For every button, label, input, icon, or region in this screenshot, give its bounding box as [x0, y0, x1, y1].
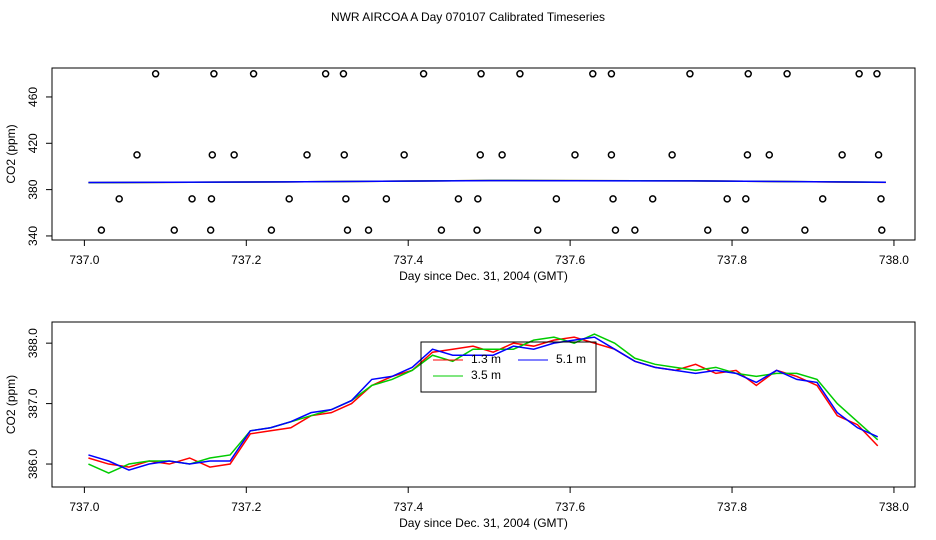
data-point — [342, 195, 350, 203]
data-point — [303, 151, 311, 159]
data-point — [855, 70, 863, 78]
data-point — [364, 226, 373, 234]
data-point — [801, 226, 809, 234]
x-tick-label: 738.0 — [879, 500, 909, 514]
data-line — [88, 336, 879, 471]
data-point — [783, 70, 791, 78]
data-point — [744, 70, 752, 78]
data-point — [838, 151, 846, 159]
data-point — [765, 151, 774, 159]
data-point — [609, 195, 617, 203]
data-point — [115, 195, 123, 203]
data-point — [285, 195, 293, 203]
data-point — [552, 195, 561, 203]
data-point — [668, 151, 676, 159]
x-tick-label: 737.6 — [555, 500, 585, 514]
x-tick-label: 737.8 — [717, 253, 747, 267]
x-tick-label: 737.4 — [393, 500, 423, 514]
page-title: NWR AIRCOA A Day 070107 Calibrated Times… — [331, 10, 605, 24]
data-point — [533, 226, 542, 234]
legend-label: 5.1 m — [556, 352, 586, 366]
data-point — [874, 151, 883, 159]
data-point — [818, 195, 827, 203]
y-tick-label: 380 — [26, 179, 40, 199]
data-point — [607, 70, 616, 78]
x-tick-label: 737.2 — [231, 253, 261, 267]
data-point — [686, 70, 694, 78]
x-axis-label: Day since Dec. 31, 2004 (GMT) — [399, 516, 568, 530]
data-point — [343, 226, 352, 234]
data-point — [607, 151, 616, 159]
data-point — [210, 70, 218, 78]
y-tick-label: 388.0 — [26, 328, 40, 358]
x-tick-label: 737.4 — [393, 253, 423, 267]
data-point — [188, 195, 196, 203]
data-point — [267, 226, 276, 234]
data-point — [454, 195, 463, 203]
y-tick-label: 387.0 — [26, 388, 40, 418]
data-point — [170, 226, 178, 234]
data-point — [741, 226, 749, 234]
data-point — [208, 151, 217, 159]
x-tick-label: 737.8 — [717, 500, 747, 514]
data-point — [631, 226, 639, 234]
data-point — [474, 195, 482, 203]
x-tick-label: 737.2 — [231, 500, 261, 514]
data-point — [97, 226, 106, 234]
data-point — [873, 70, 881, 78]
data-line — [88, 333, 879, 474]
data-point — [723, 195, 731, 203]
data-point — [477, 70, 485, 78]
legend-label: 1.3 m — [471, 352, 501, 366]
data-point — [648, 195, 657, 203]
data-point — [498, 151, 506, 159]
data-point — [742, 195, 750, 203]
data-point — [743, 151, 752, 159]
y-tick-label: 420 — [26, 133, 40, 153]
data-point — [400, 151, 408, 159]
x-tick-label: 737.0 — [69, 253, 99, 267]
data-point — [704, 226, 712, 234]
y-tick-label: 460 — [26, 87, 40, 107]
plot-frame — [51, 321, 916, 488]
plot-frame — [51, 67, 916, 241]
data-point — [206, 226, 215, 234]
y-axis-label: CO2 (ppm) — [4, 124, 18, 183]
data-point — [321, 70, 330, 78]
data-point — [382, 195, 391, 203]
legend-box — [420, 341, 597, 393]
data-line — [88, 179, 886, 184]
data-point — [877, 195, 885, 203]
data-point — [419, 70, 428, 78]
data-point — [133, 151, 141, 159]
data-point — [437, 226, 446, 234]
data-point — [611, 226, 620, 234]
data-point — [249, 70, 258, 78]
x-axis-label: Day since Dec. 31, 2004 (GMT) — [399, 269, 568, 283]
data-point — [476, 151, 485, 159]
data-point — [151, 70, 160, 78]
data-point — [878, 226, 886, 234]
y-axis-label: CO2 (ppm) — [4, 375, 18, 434]
x-tick-label: 738.0 — [879, 253, 909, 267]
data-point — [516, 70, 524, 78]
x-tick-label: 737.6 — [555, 253, 585, 267]
legend-label: 3.5 m — [471, 368, 501, 382]
data-point — [473, 226, 481, 234]
data-point — [340, 151, 349, 159]
y-tick-label: 340 — [26, 226, 40, 246]
data-point — [571, 151, 579, 159]
data-point — [589, 70, 597, 78]
data-point — [339, 70, 348, 78]
data-point — [207, 195, 216, 203]
y-tick-label: 386.0 — [26, 449, 40, 479]
x-tick-label: 737.0 — [69, 500, 99, 514]
data-point — [230, 151, 238, 159]
